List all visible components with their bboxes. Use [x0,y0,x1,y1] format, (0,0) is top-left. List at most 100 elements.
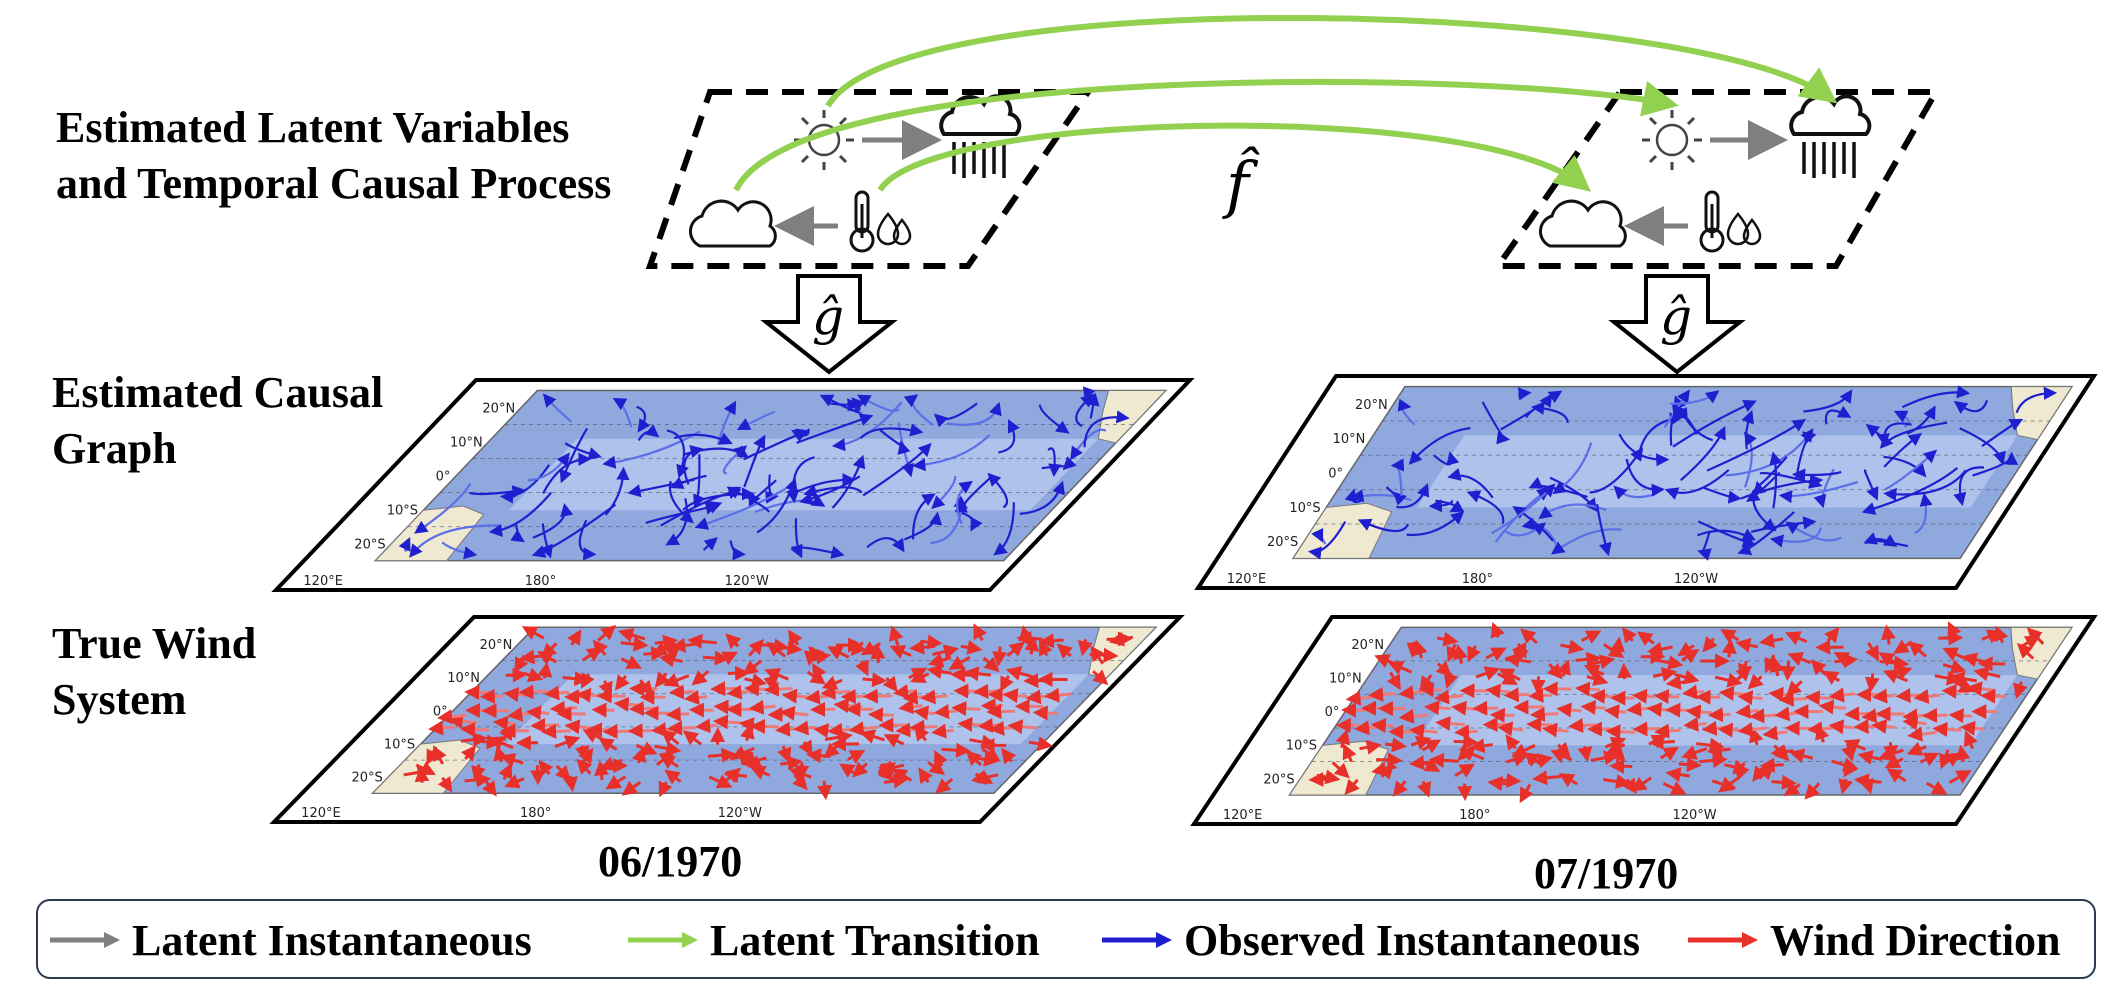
wind-arrow [781,688,811,704]
causal-edge-arrow [702,537,718,551]
wind-arrow [1843,739,1866,753]
wind-arrow [1977,656,2006,672]
wind-arrow [1955,744,1971,762]
wind-arrow [1490,621,1505,639]
causal-edge-arrow [729,540,746,561]
date-label-left: 06/1970 [598,837,743,886]
wind-arrow [1780,660,1796,682]
wind-arrow [780,755,803,771]
wind-arrow [1485,683,1511,699]
causal-edge-arrow [756,477,798,534]
causal-edge-arrow [1428,499,1454,513]
causal-edge-arrow [1706,418,1807,472]
causal-edge-arrow [468,485,526,499]
causal-edge-arrow [636,405,651,433]
causal-edge-arrow [1883,469,1967,502]
causal-edge-arrow [1481,401,1511,445]
row-label-wind-line2: System [52,675,187,724]
wind-arrow [827,722,856,738]
wind-arrow [1804,690,1834,706]
wind-arrow [1434,689,1463,705]
wind-arrow [1580,630,1602,644]
wind-arrow [1718,777,1739,793]
wind-arrow [541,642,558,659]
wind-arrow [1960,720,1985,736]
causal-edge-arrow [1769,527,1822,548]
wind-arrow [1902,715,1927,731]
row-label-wind: True Wind System [52,616,256,728]
lat-tick-label: 10°S [1286,739,1317,754]
lon-tick-label: 180° [525,574,556,589]
wind-arrow [1735,637,1759,653]
wind-arrow [499,753,524,768]
wind-arrow [1948,708,1973,724]
row-label-latent: Estimated Latent Variables and Temporal … [56,100,611,212]
wind-arrow [748,699,776,715]
wind-arrow [1485,647,1507,662]
lat-tick-label: 10°N [1333,432,1366,447]
lon-tick-label: 120°E [301,806,341,821]
wind-arrow [554,735,581,750]
causal-edge-arrow [669,474,707,489]
wind-arrow [1512,642,1527,659]
wind-arrow [614,674,630,691]
wind-arrow [847,750,866,764]
wind-arrow [888,625,904,646]
wind-arrow [1453,734,1479,750]
causal-edge-arrow [1503,522,1547,537]
causal-edge-arrow [1385,486,1407,506]
wind-arrow [541,723,571,739]
causal-graph-map-left: 20°N 10°N 0° 10°S 20°S 120°E 180° 120°W [271,378,1195,592]
wind-arrow [1626,701,1653,717]
wind-arrow [2013,681,2028,700]
wind-arrow [1007,719,1037,735]
causal-edge-arrow [1525,390,1563,419]
wind-arrow [862,688,893,704]
causal-edge-arrow [1038,404,1070,434]
wind-arrow [1833,652,1853,666]
wind-arrow [1617,662,1633,680]
wind-arrow [664,769,682,785]
wind-arrow [1949,671,1977,687]
wind-arrow [941,742,972,758]
wind-arrow [519,649,542,665]
wind-arrow [877,760,905,776]
wind-arrow [862,672,888,688]
causal-edge-arrow [1625,458,1665,497]
wind-arrow [1345,690,1373,706]
causal-edge-arrow [1308,521,1347,560]
wind-arrow [774,721,799,737]
wind-arrow [544,685,569,701]
lat-tick-label: 0° [436,470,451,485]
wind-arrow [635,741,658,756]
causal-edge-arrow [1550,528,1622,555]
wind-arrow [1590,750,1620,766]
causal-edge-arrow [1959,427,2006,466]
wind-arrow [598,737,618,753]
causal-edge-arrow [2015,386,2058,414]
wind-arrow [1853,773,1882,789]
wind-arrow [1942,659,1967,675]
causal-edge-arrow [488,491,553,537]
wind-arrow [1530,676,1546,695]
wind-arrow [1428,752,1459,768]
wind-arrow [1665,674,1693,690]
wind-arrow [1865,642,1880,662]
causal-edge-arrow [1669,404,1686,446]
wind-arrow [613,696,641,712]
wind-arrow [1090,645,1106,665]
wind-arrow [1922,707,1948,723]
wind-arrow [1632,721,1661,737]
wind-arrow [931,723,955,739]
lat-tick-label: 0° [1328,466,1343,481]
ocean-band [509,438,1099,511]
wind-arrow [1654,723,1681,739]
wind-arrow [1648,734,1676,750]
wind-arrow [1542,722,1569,738]
wind-arrow [597,624,617,642]
wind-arrow [1893,639,1913,654]
wind-arrow [920,689,948,705]
causal-edge-arrow [645,501,719,524]
wind-arrow [1519,783,1534,804]
causal-edge-arrow [559,427,589,484]
